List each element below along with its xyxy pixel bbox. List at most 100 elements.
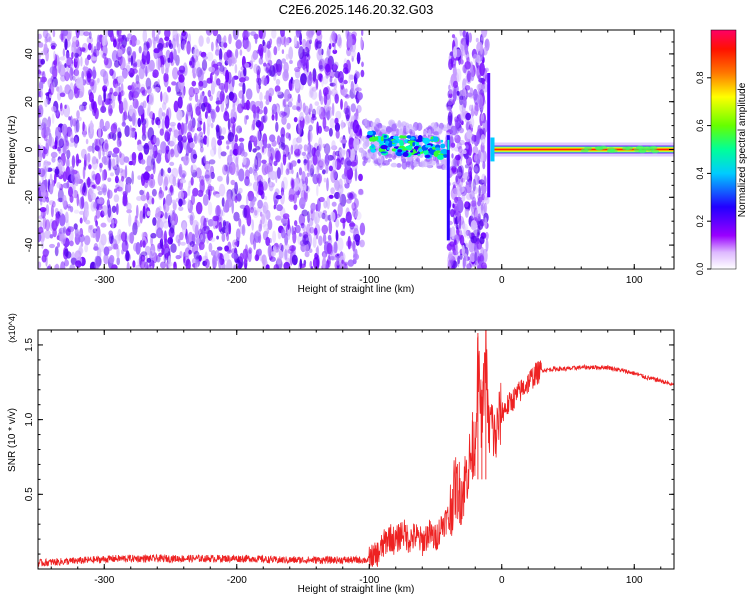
noise-blob: [348, 137, 356, 150]
noise-blob: [281, 115, 287, 125]
noise-blob: [50, 151, 58, 158]
noise-blob: [482, 68, 488, 82]
noise-blob: [210, 237, 216, 242]
band-halo: [377, 155, 384, 164]
noise-blob: [221, 233, 226, 243]
noise-blob: [339, 260, 347, 269]
noise-blob: [110, 31, 114, 42]
noise-blob: [142, 100, 147, 109]
noise-blob: [452, 89, 457, 102]
noise-blob: [38, 117, 42, 131]
band-halo: [390, 162, 398, 168]
noise-blob: [458, 127, 464, 134]
noise-blob: [228, 33, 232, 45]
noise-blob: [163, 253, 167, 264]
noise-blob: [156, 119, 161, 126]
noise-blob: [305, 39, 311, 53]
noise-blob: [288, 187, 295, 201]
noise-blob: [245, 88, 253, 100]
noise-blob: [335, 110, 342, 120]
noise-blob: [66, 204, 71, 209]
noise-blob: [101, 156, 107, 164]
noise-blob: [45, 196, 50, 203]
noise-blob: [55, 213, 60, 227]
noise-blob: [248, 247, 253, 254]
band-blob: [389, 140, 393, 145]
noise-blob: [137, 175, 142, 181]
noise-blob: [280, 127, 286, 139]
noise-blob: [253, 63, 259, 74]
noise-blob: [281, 244, 284, 252]
noise-blob: [449, 241, 456, 247]
band-blob: [401, 135, 408, 139]
noise-blob: [328, 165, 333, 172]
noise-blob: [111, 264, 118, 269]
noise-blob: [241, 224, 246, 236]
noise-blob: [231, 92, 238, 104]
noise-blob: [56, 182, 61, 189]
noise-blob: [342, 67, 349, 74]
noise-blob: [87, 54, 91, 61]
noise-blob: [253, 110, 256, 119]
noise-blob: [201, 59, 208, 71]
noise-blob: [197, 99, 201, 108]
carrier-bump: [639, 147, 648, 152]
noise-blob: [271, 103, 278, 115]
noise-blob: [322, 252, 326, 262]
noise-blob: [300, 73, 307, 86]
spectrogram-y-tick-label: -40: [24, 237, 35, 252]
noise-blob: [275, 195, 282, 200]
noise-blob: [187, 123, 193, 133]
noise-blob: [334, 93, 339, 104]
noise-blob: [465, 144, 469, 150]
noise-blob: [52, 228, 57, 238]
noise-blob: [175, 255, 181, 260]
noise-blob: [84, 208, 89, 218]
noise-blob: [100, 210, 105, 218]
noise-blob: [211, 80, 215, 95]
noise-blob: [195, 201, 203, 215]
noise-blob: [126, 209, 132, 214]
band-blob: [435, 147, 441, 151]
noise-blob: [338, 37, 342, 49]
noise-blob: [54, 140, 58, 150]
noise-blob: [250, 196, 257, 203]
band-blob: [437, 154, 444, 160]
noise-blob: [131, 81, 136, 94]
noise-blob: [287, 217, 290, 230]
band-blob: [386, 146, 390, 151]
noise-region-left: [38, 30, 366, 269]
noise-blob: [459, 30, 463, 37]
noise-blob: [134, 215, 138, 226]
noise-blob: [176, 91, 183, 97]
noise-blob: [483, 175, 487, 187]
noise-blob: [303, 47, 310, 58]
noise-blob: [281, 180, 285, 194]
noise-blob: [160, 91, 163, 103]
noise-blob: [315, 247, 319, 254]
noise-blob: [45, 204, 50, 216]
noise-blob: [44, 98, 48, 108]
noise-blob: [150, 265, 153, 269]
noise-blob: [448, 112, 451, 116]
noise-blob: [243, 38, 250, 49]
noise-blob: [40, 71, 44, 76]
noise-blob: [50, 76, 54, 84]
noise-blob: [145, 165, 152, 172]
noise-blob: [322, 233, 327, 244]
band-blob: [371, 144, 375, 149]
noise-blob: [466, 263, 472, 269]
noise-blob: [60, 102, 63, 112]
noise-blob: [282, 98, 286, 108]
noise-blob: [152, 69, 159, 78]
noise-blob: [122, 198, 129, 207]
band-blob: [432, 146, 436, 150]
noise-blob: [475, 37, 479, 43]
noise-blob: [113, 39, 117, 48]
noise-blob: [332, 49, 338, 55]
noise-blob: [360, 36, 363, 50]
noise-blob: [299, 128, 304, 137]
noise-blob: [38, 261, 42, 269]
noise-blob: [160, 141, 167, 154]
